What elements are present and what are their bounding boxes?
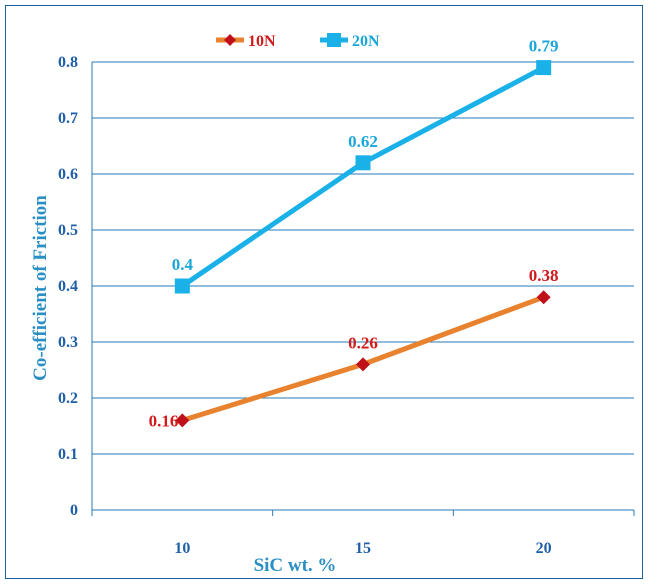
- chart-frame: [5, 5, 643, 579]
- series-line-20N: [180, 65, 545, 289]
- axes: [91, 62, 635, 516]
- legend-item-20N: 20N: [320, 33, 380, 50]
- data-point: [327, 33, 341, 47]
- legend: 10N 20N: [216, 33, 380, 50]
- data-labels: 0.16 0.26 0.38 0.4 0.62 0.79: [149, 37, 559, 431]
- y-tick-label: 0.2: [58, 390, 78, 407]
- data-label: 0.26: [348, 333, 378, 352]
- series-group: [174, 60, 552, 428]
- data-label: 0.16: [149, 411, 179, 430]
- legend-label: 10N: [248, 33, 276, 50]
- data-point: [355, 155, 371, 171]
- y-tick-label: 0.3: [58, 334, 78, 351]
- y-tick-label: 0: [70, 502, 78, 519]
- data-point: [175, 413, 190, 428]
- data-label: 0.38: [529, 266, 559, 285]
- y-tick-label: 0.1: [58, 446, 78, 463]
- y-tick-labels: 0 0.1 0.2 0.3 0.4 0.5 0.6 0.7 0.8: [58, 54, 78, 519]
- data-label: 0.4: [172, 255, 194, 274]
- x-tick-label: 20: [536, 540, 552, 557]
- data-point: [536, 290, 551, 305]
- gridlines: [92, 61, 634, 455]
- legend-item-10N: 10N: [216, 33, 276, 50]
- legend-label: 20N: [352, 33, 380, 50]
- y-tick-label: 0.7: [58, 110, 78, 127]
- y-tick-label: 0.8: [58, 54, 78, 71]
- y-tick-label: 0.5: [58, 222, 78, 239]
- y-tick-label: 0.4: [58, 278, 78, 295]
- y-tick-label: 0.6: [58, 166, 78, 183]
- data-point: [224, 34, 236, 46]
- data-point: [174, 278, 190, 294]
- x-tick-label: 15: [355, 540, 371, 557]
- data-label: 0.79: [529, 37, 559, 56]
- x-tick-labels: 10 15 20: [174, 540, 551, 557]
- data-point: [536, 60, 552, 76]
- y-axis-title: Co-efficient of Friction: [30, 195, 51, 381]
- x-axis-title: SiC wt. %: [254, 555, 337, 576]
- data-point: [356, 357, 370, 372]
- x-tick-label: 10: [174, 540, 190, 557]
- data-label: 0.62: [348, 132, 378, 151]
